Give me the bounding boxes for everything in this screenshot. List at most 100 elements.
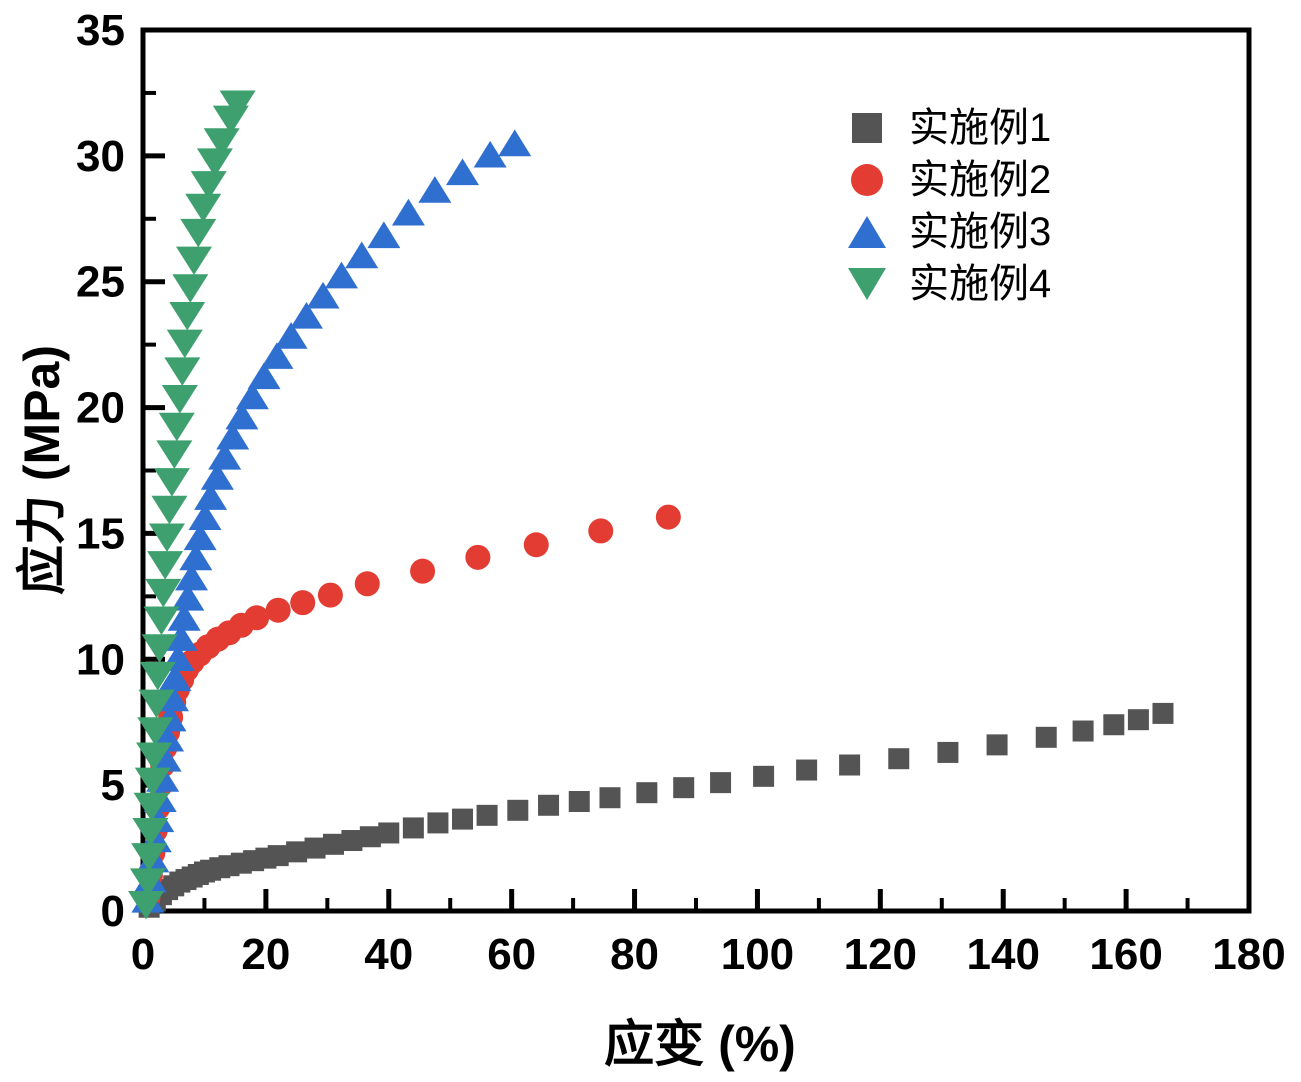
x-axis-title: 应变 (%)	[604, 1016, 796, 1072]
data-point-triangle-up	[289, 301, 323, 329]
data-point-circle	[410, 558, 436, 584]
legend-marker-1	[852, 113, 882, 143]
y-tick-label: 10	[76, 635, 125, 684]
data-point-square	[322, 833, 344, 855]
data-point-triangle-down	[153, 468, 190, 497]
x-tick-label: 180	[1212, 930, 1285, 979]
y-axis-title: 应力 (MPa)	[14, 345, 70, 595]
data-point-square	[427, 812, 449, 834]
data-point-triangle-up	[418, 176, 452, 203]
data-point-triangle-down	[185, 193, 222, 223]
data-point-triangle-up	[498, 129, 532, 157]
data-point-square	[753, 765, 775, 787]
data-point-square	[267, 845, 289, 867]
data-point-triangle-down	[129, 868, 166, 897]
legend-label-4: 实施例4	[909, 262, 1052, 306]
data-point-triangle-up	[183, 523, 217, 551]
data-point-triangle-down	[219, 90, 256, 119]
data-point-square	[476, 804, 498, 826]
data-point-triangle-up	[235, 382, 269, 410]
data-point-triangle-up	[194, 483, 228, 510]
data-point-triangle-down	[137, 717, 174, 746]
data-point-square	[341, 830, 363, 852]
triangle-down-marker-icon	[845, 258, 889, 310]
data-point-triangle-up	[188, 503, 222, 531]
data-point-triangle-down	[164, 357, 201, 386]
data-point-triangle-up	[158, 664, 192, 692]
data-point-triangle-up	[367, 221, 401, 249]
data-point-circle	[290, 590, 316, 616]
data-point-square	[1152, 702, 1174, 724]
data-point-circle	[523, 532, 549, 558]
data-point-triangle-up	[208, 442, 242, 470]
data-point-square	[888, 748, 910, 770]
x-tick-label: 120	[844, 930, 917, 979]
x-tick-label: 100	[721, 930, 794, 979]
square-marker-icon	[845, 102, 889, 154]
data-point-square	[937, 741, 959, 763]
data-point-square	[796, 759, 818, 781]
x-tick-label: 20	[241, 930, 290, 979]
data-point-triangle-down	[196, 148, 233, 177]
data-point-triangle-up	[247, 362, 281, 390]
data-point-triangle-up	[324, 261, 358, 289]
data-point-square	[986, 734, 1008, 756]
data-point-triangle-down	[139, 661, 176, 691]
data-point-triangle-down	[136, 742, 173, 771]
data-point-triangle-down	[148, 523, 185, 552]
data-point-square	[286, 841, 308, 863]
data-point-triangle-up	[473, 140, 507, 168]
data-point-triangle-up	[175, 563, 209, 591]
data-point-triangle-down	[190, 171, 227, 200]
legend-item-1: 实施例1	[845, 102, 1051, 154]
data-point-triangle-up	[200, 463, 234, 490]
y-tick-label: 5	[101, 761, 125, 810]
y-tick-label: 20	[76, 384, 125, 433]
data-point-triangle-down	[147, 551, 184, 580]
data-point-circle	[317, 582, 343, 608]
triangle-up-marker-icon	[845, 206, 889, 258]
data-point-triangle-up	[345, 241, 379, 269]
y-tick-label: 30	[76, 132, 125, 181]
data-point-triangle-up	[391, 198, 425, 226]
data-point-square	[599, 787, 621, 809]
data-point-triangle-down	[158, 412, 195, 442]
data-point-triangle-down	[151, 495, 188, 525]
data-point-square	[359, 826, 381, 848]
data-point-square	[1035, 726, 1057, 748]
data-point-circle	[354, 571, 380, 597]
data-point-triangle-down	[128, 890, 165, 920]
x-tick-label: 0	[131, 930, 155, 979]
data-point-triangle-down	[131, 843, 168, 872]
x-tick-label: 40	[364, 930, 413, 979]
legend: 实施例1 实施例2 实施例3 实施例4	[845, 102, 1051, 310]
legend-item-2: 实施例2	[845, 154, 1051, 206]
data-point-circle	[244, 605, 270, 631]
data-point-square	[1072, 720, 1094, 742]
data-point-triangle-down	[161, 385, 198, 414]
data-point-square	[839, 754, 861, 776]
y-tick-label: 0	[101, 887, 125, 936]
data-point-triangle-down	[138, 689, 175, 719]
data-point-triangle-up	[216, 422, 250, 450]
x-tick-label: 80	[610, 930, 659, 979]
data-point-square	[673, 777, 695, 799]
data-point-square	[538, 794, 560, 816]
data-point-circle	[465, 544, 491, 570]
data-point-triangle-down	[145, 578, 182, 608]
y-tick-label: 15	[76, 509, 125, 558]
data-point-triangle-down	[132, 817, 169, 847]
legend-label-2: 实施例2	[909, 158, 1052, 202]
data-point-triangle-down	[133, 792, 170, 822]
data-point-square	[304, 837, 326, 859]
data-point-triangle-down	[203, 128, 240, 157]
data-point-triangle-down	[169, 301, 206, 331]
data-point-triangle-down	[156, 440, 193, 469]
data-point-square	[710, 772, 732, 794]
circle-marker-icon	[845, 154, 889, 206]
x-tick-label: 140	[967, 930, 1040, 979]
data-point-triangle-up	[274, 322, 308, 349]
y-tick-label: 25	[76, 258, 125, 307]
